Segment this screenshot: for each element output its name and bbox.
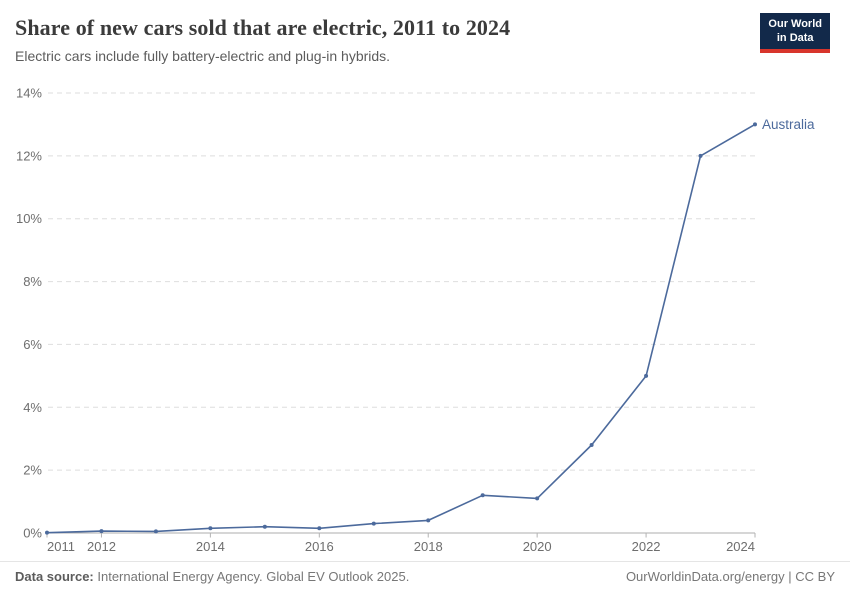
- data-point-australia-2011[interactable]: [45, 530, 49, 535]
- data-source-text: International Energy Agency. Global EV O…: [93, 569, 410, 584]
- series-label-australia[interactable]: Australia: [762, 117, 815, 132]
- data-point-australia-2017[interactable]: [371, 521, 376, 526]
- x-axis-label-2024: 2024: [726, 539, 755, 554]
- y-axis-label-10: 10%: [16, 211, 42, 226]
- credit-link[interactable]: OurWorldinData.org/energy | CC BY: [625, 569, 835, 584]
- y-axis-label-12: 12%: [16, 148, 42, 163]
- y-axis-label-0: 0%: [23, 526, 42, 541]
- owid-logo[interactable]: Our World in Data: [760, 13, 830, 53]
- data-point-australia-2014[interactable]: [208, 526, 213, 531]
- data-point-australia-2024[interactable]: [753, 122, 757, 127]
- data-point-australia-2015[interactable]: [262, 524, 267, 529]
- x-axis-label-2012: 2012: [87, 539, 116, 554]
- data-point-australia-2020[interactable]: [535, 496, 540, 501]
- x-axis-label-2022: 2022: [632, 539, 661, 554]
- y-axis-label-6: 6%: [23, 337, 42, 352]
- chart-footer: Data source: International Energy Agency…: [0, 561, 850, 584]
- x-axis-label-2014: 2014: [196, 539, 225, 554]
- data-source-label: Data source:: [15, 569, 94, 584]
- chart-subtitle: Electric cars include fully battery-elec…: [15, 48, 391, 64]
- chart-header: Share of new cars sold that are electric…: [0, 0, 850, 64]
- data-point-australia-2012[interactable]: [99, 529, 104, 534]
- data-point-australia-2023[interactable]: [698, 153, 703, 158]
- data-point-australia-2021[interactable]: [589, 443, 594, 447]
- x-axis-label-2018: 2018: [414, 539, 443, 554]
- data-point-australia-2019[interactable]: [480, 493, 485, 498]
- y-axis-label-8: 8%: [23, 274, 42, 289]
- data-point-australia-2022[interactable]: [644, 373, 649, 378]
- owid-logo-line2: in Data: [776, 32, 814, 45]
- x-axis-label-2016: 2016: [305, 539, 334, 554]
- data-source: Data source: International Energy Agency…: [15, 569, 409, 584]
- data-point-australia-2016[interactable]: [317, 526, 322, 531]
- series-line-australia[interactable]: [46, 123, 756, 534]
- y-axis-label-4: 4%: [23, 400, 42, 415]
- page-title: Share of new cars sold that are electric…: [15, 15, 511, 40]
- x-axis-label-2020: 2020: [523, 539, 552, 554]
- owid-logo-line1: Our World: [768, 18, 822, 30]
- y-axis-label-14: 14%: [16, 86, 42, 101]
- y-axis-label-2: 2%: [23, 463, 42, 478]
- data-point-australia-2013[interactable]: [153, 529, 158, 534]
- data-point-australia-2018[interactable]: [426, 518, 431, 523]
- x-axis-label-2011: 2011: [47, 539, 75, 554]
